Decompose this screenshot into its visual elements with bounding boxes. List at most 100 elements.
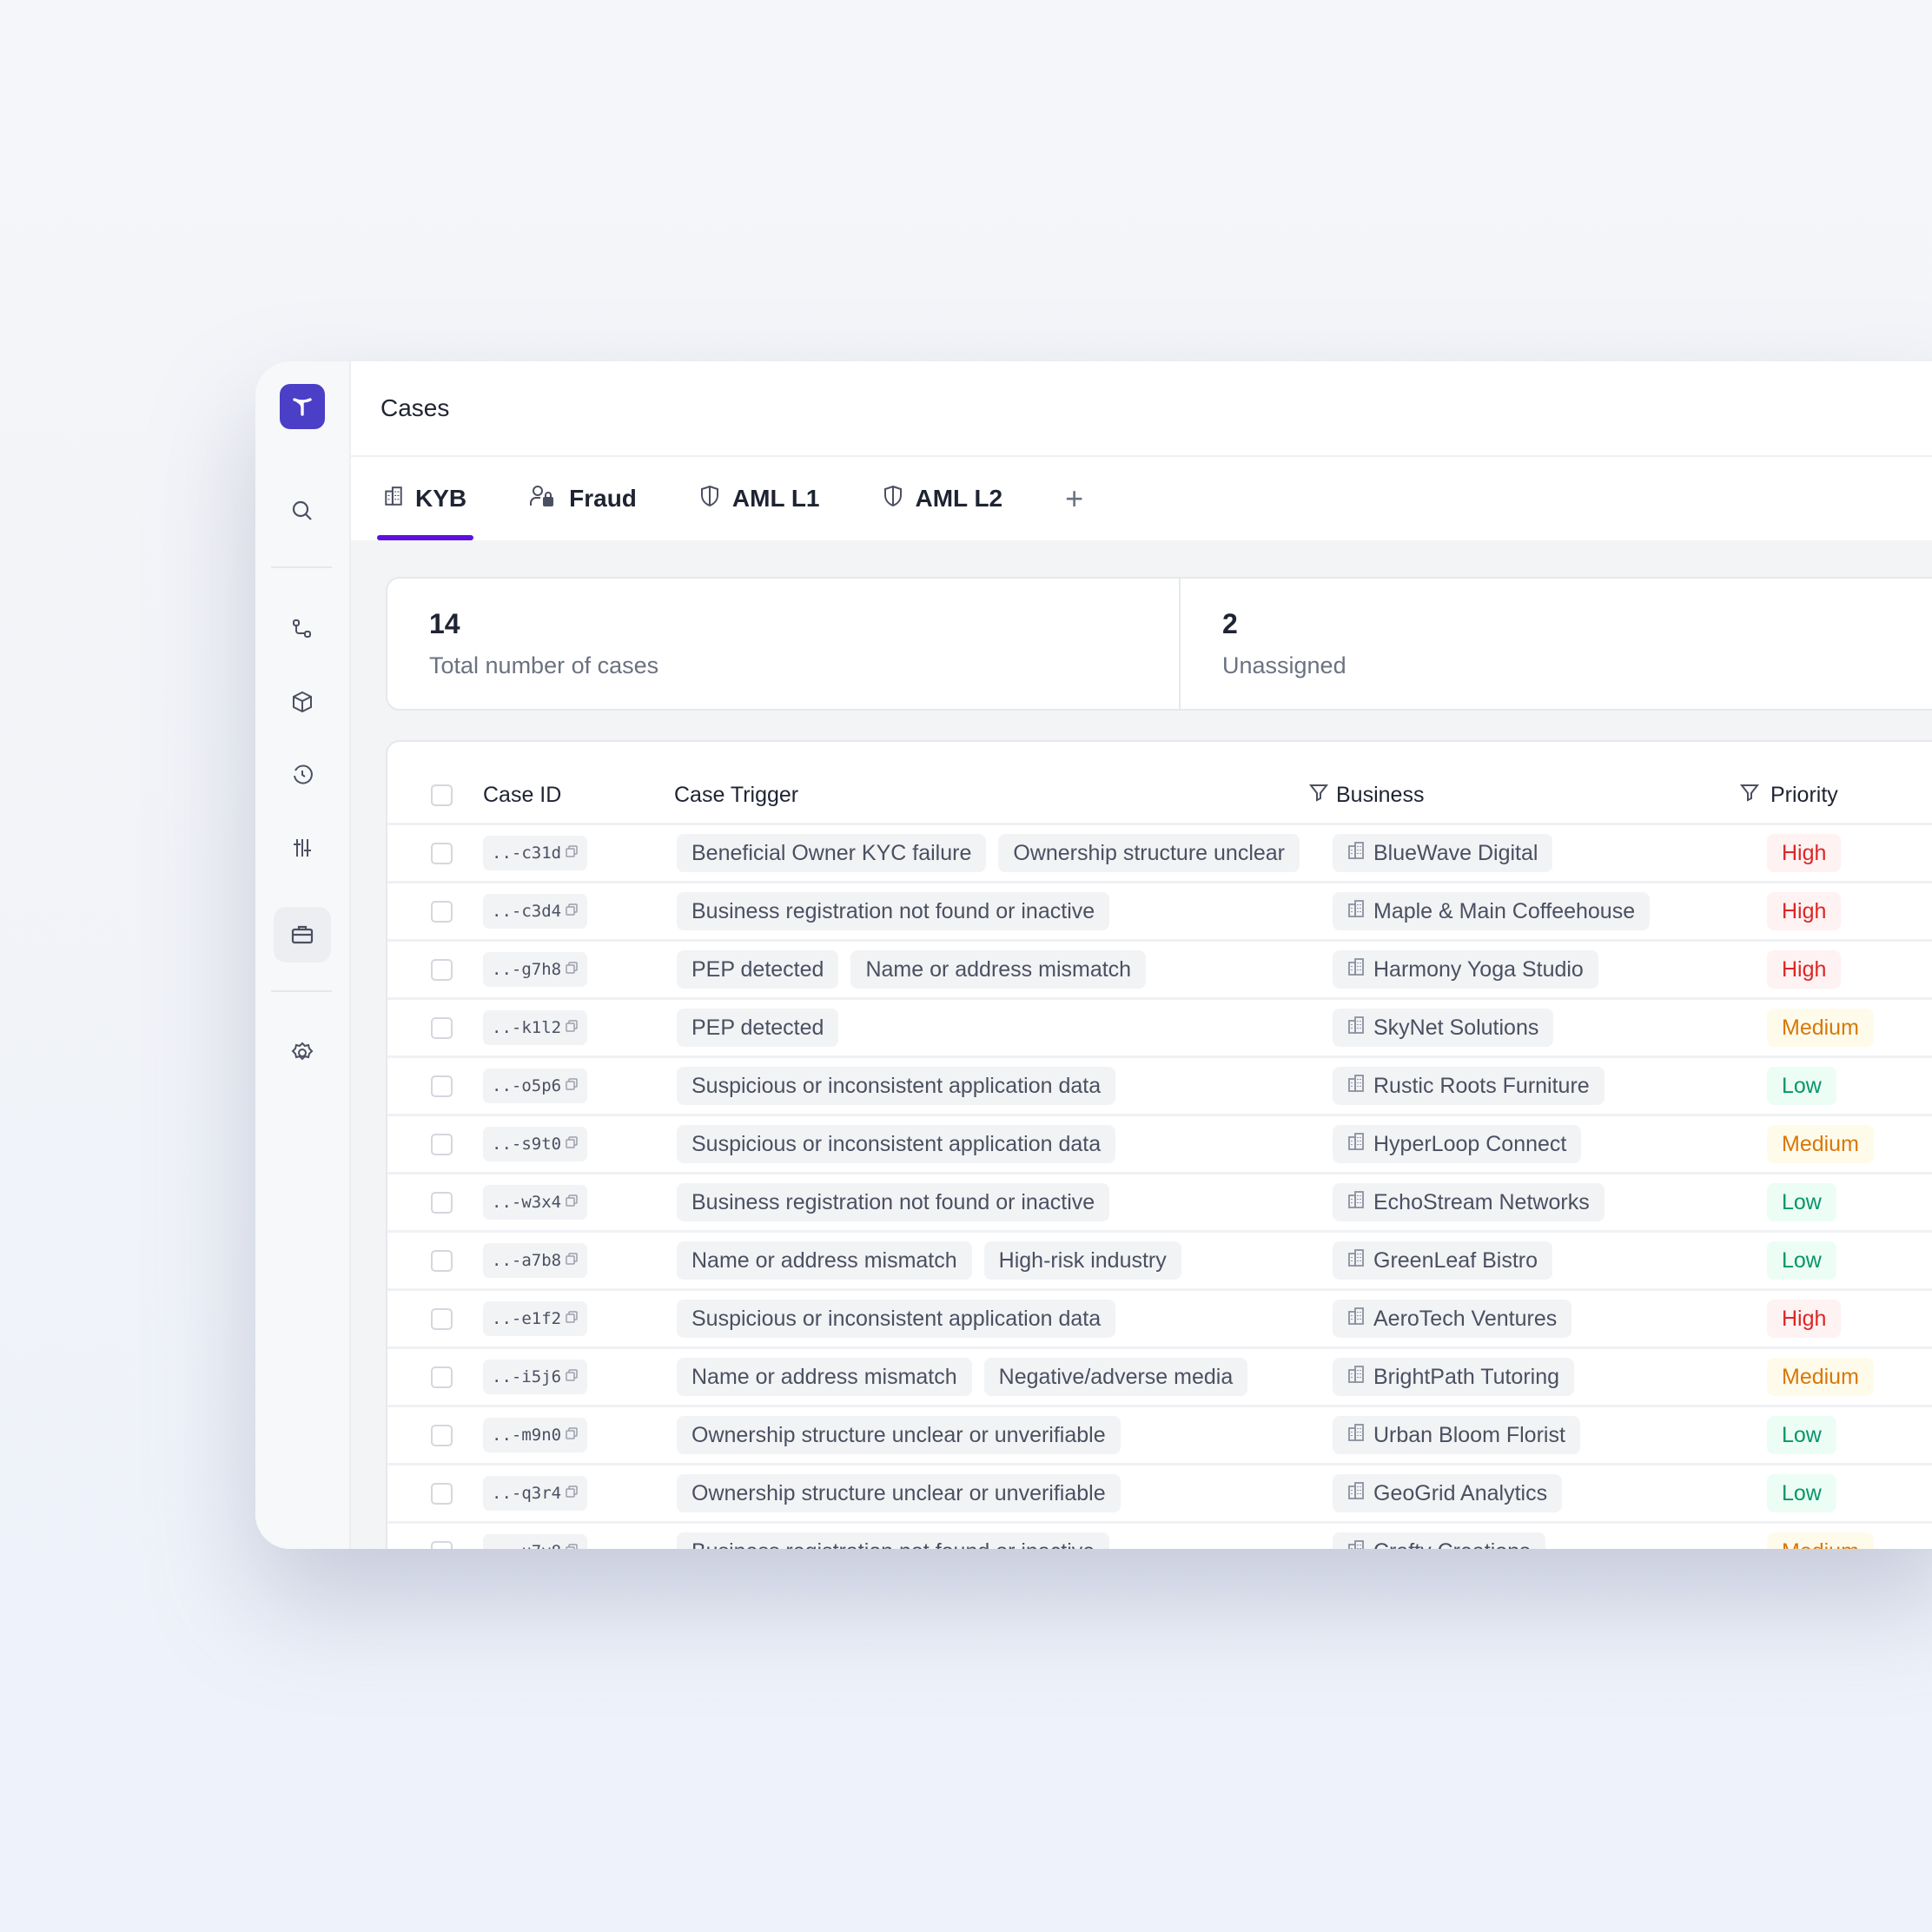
business-cell[interactable]: EchoStream Networks (1333, 1183, 1617, 1221)
cases-table: Case ID Case Trigger Business Priority .… (386, 740, 1932, 1549)
copy-icon[interactable] (565, 1542, 579, 1549)
table-header: Case ID Case Trigger Business Priority (387, 768, 1932, 825)
case-id[interactable]: ..-o5p6 (483, 1069, 588, 1103)
row-checkbox[interactable] (431, 1366, 453, 1388)
copy-icon[interactable] (565, 1309, 579, 1328)
table-row[interactable]: ..-u7v8 Business registration not found o… (387, 1524, 1932, 1549)
copy-icon[interactable] (565, 1426, 579, 1445)
search-icon[interactable] (283, 492, 321, 530)
business-cell[interactable]: Maple & Main Coffeehouse (1333, 892, 1662, 930)
tab-fraud[interactable]: Fraud (522, 457, 644, 540)
table-row[interactable]: ..-q3r4 Ownership structure unclear or un… (387, 1466, 1932, 1524)
cube-icon[interactable] (283, 683, 321, 721)
copy-icon[interactable] (565, 1076, 579, 1095)
business-cell[interactable]: Urban Bloom Florist (1333, 1416, 1592, 1454)
tab-kyb[interactable]: KYB (377, 457, 474, 540)
copy-icon[interactable] (565, 1193, 579, 1212)
business-cell[interactable]: BlueWave Digital (1333, 834, 1565, 872)
case-id[interactable]: ..-c3d4 (483, 894, 588, 929)
trigger-filter-icon[interactable] (1308, 782, 1329, 809)
priority-cell: Low (1767, 1241, 1849, 1280)
row-checkbox[interactable] (431, 1249, 453, 1272)
business-cell[interactable]: Harmony Yoga Studio (1333, 950, 1611, 989)
column-business[interactable]: Business (1336, 783, 1425, 807)
table-row[interactable]: ..-i5j6 Name or address mismatch Negative/… (387, 1349, 1932, 1407)
building-icon (1347, 1423, 1365, 1448)
row-checkbox[interactable] (431, 1307, 453, 1330)
table-row[interactable]: ..-g7h8 PEP detected Name or address misma… (387, 942, 1932, 1000)
copy-icon[interactable] (565, 960, 579, 979)
copy-icon[interactable] (565, 1135, 579, 1154)
row-checkbox[interactable] (431, 842, 453, 864)
table-row[interactable]: ..-o5p6 Suspicious or inconsistent applic… (387, 1058, 1932, 1116)
case-id[interactable]: ..-w3x4 (483, 1185, 588, 1220)
table-row[interactable]: ..-e1f2 Suspicious or inconsistent applic… (387, 1291, 1932, 1349)
case-id[interactable]: ..-e1f2 (483, 1301, 588, 1336)
stat-total: 14 Total number of cases (387, 579, 1181, 709)
column-case-id[interactable]: Case ID (483, 783, 562, 807)
case-id[interactable]: ..-q3r4 (483, 1476, 588, 1511)
copy-icon[interactable] (565, 844, 579, 863)
business-cell[interactable]: Crafty Creations (1333, 1532, 1558, 1549)
business-cell[interactable]: GeoGrid Analytics (1333, 1474, 1574, 1512)
priority-cell: Low (1767, 1416, 1849, 1454)
business-cell[interactable]: GreenLeaf Bistro (1333, 1241, 1565, 1280)
row-checkbox[interactable] (431, 1016, 453, 1039)
case-id[interactable]: ..-a7b8 (483, 1243, 588, 1278)
user-lock-icon (529, 485, 557, 513)
gear-icon[interactable] (283, 1034, 321, 1072)
trigger-tag: Business registration not found or inact… (677, 892, 1110, 930)
tab-aml-l1[interactable]: AML L1 (692, 457, 827, 540)
cases-briefcase-icon[interactable] (274, 907, 331, 963)
copy-icon[interactable] (565, 902, 579, 921)
history-icon[interactable] (283, 756, 321, 794)
business-filter-icon[interactable] (1739, 782, 1760, 809)
row-checkbox[interactable] (431, 1133, 453, 1155)
row-checkbox[interactable] (431, 900, 453, 923)
case-id-text: ..-o5p6 (492, 1076, 562, 1095)
case-id[interactable]: ..-k1l2 (483, 1010, 588, 1045)
sliders-icon[interactable] (283, 829, 321, 867)
table-row[interactable]: ..-a7b8 Name or address mismatch High-risk… (387, 1233, 1932, 1291)
case-id[interactable]: ..-m9n0 (483, 1418, 588, 1452)
building-icon (1347, 899, 1365, 924)
business-cell[interactable]: Rustic Roots Furniture (1333, 1067, 1617, 1105)
case-id-text: ..-g7h8 (492, 960, 562, 979)
row-checkbox[interactable] (431, 1540, 453, 1549)
workflow-icon[interactable] (283, 610, 321, 648)
case-id[interactable]: ..-s9t0 (483, 1127, 588, 1161)
case-id-text: ..-m9n0 (492, 1426, 562, 1445)
column-priority[interactable]: Priority (1770, 783, 1838, 807)
copy-icon[interactable] (565, 1484, 579, 1503)
business-cell[interactable]: HyperLoop Connect (1333, 1125, 1593, 1163)
copy-icon[interactable] (565, 1367, 579, 1386)
sidebar-divider (271, 566, 332, 568)
business-cell[interactable]: SkyNet Solutions (1333, 1009, 1565, 1047)
row-checkbox[interactable] (431, 1482, 453, 1505)
table-row[interactable]: ..-w3x4 Business registration not found o… (387, 1174, 1932, 1233)
table-row[interactable]: ..-c3d4 Business registration not found o… (387, 883, 1932, 942)
case-id[interactable]: ..-g7h8 (483, 952, 588, 987)
row-checkbox[interactable] (431, 958, 453, 981)
column-case-trigger[interactable]: Case Trigger (674, 783, 799, 807)
business-cell[interactable]: AeroTech Ventures (1333, 1300, 1584, 1338)
business-cell[interactable]: BrightPath Tutoring (1333, 1358, 1586, 1396)
case-id[interactable]: ..-c31d (483, 836, 588, 870)
copy-icon[interactable] (565, 1251, 579, 1270)
tab-aml-l2[interactable]: AML L2 (876, 457, 1010, 540)
app-logo[interactable] (280, 384, 325, 429)
table-row[interactable]: ..-k1l2 PEP detected SkyNet Solutions Mediu… (387, 1000, 1932, 1058)
case-id[interactable]: ..-u7v8 (483, 1534, 588, 1549)
select-all-checkbox[interactable] (431, 784, 453, 806)
building-icon (1347, 1016, 1365, 1041)
row-checkbox[interactable] (431, 1424, 453, 1446)
table-row[interactable]: ..-m9n0 Ownership structure unclear or un… (387, 1407, 1932, 1466)
case-id-text: ..-w3x4 (492, 1193, 562, 1212)
table-row[interactable]: ..-s9t0 Suspicious or inconsistent applic… (387, 1116, 1932, 1174)
add-tab-button[interactable]: + (1065, 480, 1084, 516)
row-checkbox[interactable] (431, 1075, 453, 1097)
case-id[interactable]: ..-i5j6 (483, 1360, 588, 1394)
copy-icon[interactable] (565, 1018, 579, 1037)
row-checkbox[interactable] (431, 1191, 453, 1214)
table-row[interactable]: ..-c31d Beneficial Owner KYC failure Owner… (387, 825, 1932, 883)
